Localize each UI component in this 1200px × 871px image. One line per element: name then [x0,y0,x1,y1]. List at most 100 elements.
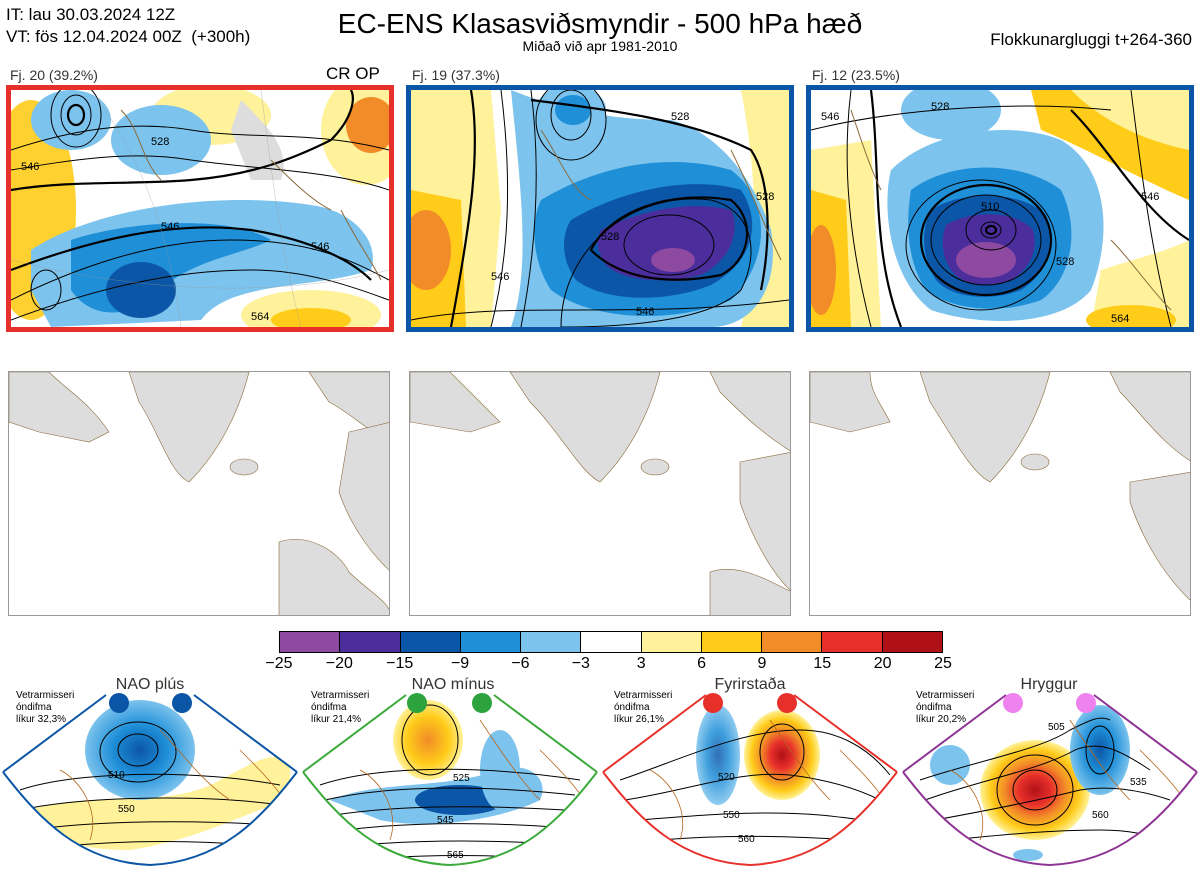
colorbar-tick-label: −20 [325,655,353,672]
regime-2-label: 525 [453,773,470,784]
regime-4-label: 535 [1130,777,1147,788]
contour-label: 510 [981,201,999,213]
regime-2-map: 525 545 565 [303,695,597,865]
regime-3-info: Vetrarmisseri óndifma líkur 26,1% [614,690,672,726]
cluster-3-title: Fj. 12 (23.5%) [812,67,900,83]
regime-2-info-line: óndifma [311,702,347,713]
colorbar-tick-label: 25 [934,655,952,672]
colorbar-tick-label: 6 [697,655,706,672]
regime-3-info-line: Vetrarmisseri [614,690,673,701]
cluster-3-field: 510 528 546 546 528 564 [811,90,1189,327]
contour-label: 528 [756,191,774,203]
contour-label: 546 [311,241,329,253]
cluster-2-map: 528 528 546 546 564 528 [406,85,794,332]
contour-label: 546 [21,161,39,173]
cluster-1-map: 546 528 546 546 564 [6,85,394,332]
colorbar-swatch [762,632,823,652]
cluster-2-title: Fj. 19 (37.3%) [412,67,500,83]
colorbar-swatch [521,632,582,652]
regime-3-info-line: líkur 26,1% [614,714,665,725]
regime-2-frame [302,694,598,867]
colorbar-swatch [701,632,763,652]
regime-3-frame [602,694,898,867]
regime-4-label: 560 [1092,810,1109,821]
contour-label: 564 [701,326,719,327]
regime-3-marker [703,693,723,713]
regime-2-info-line: líkur 21,4% [311,714,362,725]
blank-map-2-land [410,372,790,615]
contour-label: 528 [931,101,949,113]
regime-2-label: 545 [437,815,454,826]
regime-4-frame [902,694,1198,867]
issue-time: IT: lau 30.03.2024 12Z [6,5,176,24]
colorbar-tick-label: 3 [636,655,646,672]
regime-4-info-line: óndifma [916,702,952,713]
regime-3-info-line: óndifma [614,702,650,713]
regime-1-map: 510 550 [3,695,297,865]
blank-map-3-land [810,372,1190,601]
regime-4-map: 505 535 560 [903,695,1197,865]
colorbar-swatch [822,632,883,652]
regime-2-marker [472,693,492,713]
contour-label: 528 [671,111,689,123]
cluster-1-title: Fj. 20 (39.2%) [10,67,98,83]
colorbar-tick-label: −9 [450,655,470,672]
contour-label: 546 [1141,191,1159,203]
blank-map-3 [809,371,1191,616]
contour-label: 546 [821,111,839,123]
page-title: EC-ENS Klasasviðsmyndir - 500 hPa hæð [337,8,863,39]
regime-4-info-line: Vetrarmisseri [916,690,975,701]
contour-label: 528 [601,231,619,243]
contour-label: 546 [161,221,179,233]
colorbar-tick-label: −15 [386,655,414,672]
colorbar-swatch [581,632,642,652]
colorbar-swatch [460,632,522,652]
regime-1-label: 550 [118,804,135,815]
contour-label: 546 [491,271,509,283]
regime-1-label: 510 [108,770,125,781]
contour-label: 564 [251,311,269,323]
colorbar-tick-label: 9 [757,655,767,672]
colorbar-tick-label: −3 [571,655,590,672]
regime-1-frame [2,694,298,867]
regime-1-marker [172,693,192,713]
regime-1-info-line: Vetrarmisseri [16,690,75,701]
regime-4-info: Vetrarmisseri óndifma líkur 20,2% [916,690,974,726]
regime-3-label: 560 [738,834,755,845]
colorbar-swatch [340,632,401,652]
regime-1-marker [109,693,129,713]
regime-3-map: 520 550 560 [603,695,897,865]
regime-3-label: 550 [723,810,740,821]
blank-map-1 [8,371,390,616]
contour-label: 564 [1111,313,1129,325]
regime-4-marker [1003,693,1023,713]
contour-label: 546 [636,306,654,318]
colorbar-swatch [641,632,702,652]
regime-3-title: Fyrirstaða [714,676,786,693]
colorbar-swatch [280,632,341,652]
contour-label: 528 [151,136,169,148]
regime-maps: 510 550 525 545 565 [2,693,1198,867]
colorbar-tick-label: −25 [265,655,293,672]
colorbar-tick-label: −6 [511,655,530,672]
regime-2-label: 565 [447,850,464,861]
page-subtitle: Miðað við apr 1981-2010 [522,38,678,54]
colorbar-swatch [882,632,942,652]
contour-label: 528 [1056,256,1074,268]
cluster-1-field: 546 528 546 546 564 [11,90,389,327]
valid-time: VT: fös 12.04.2024 00Z (+300h) [6,27,251,46]
regime-2-title: NAO mínus [411,676,495,693]
regime-4-marker [1076,693,1096,713]
blank-map-1-land [9,372,389,615]
regime-3-marker [777,693,797,713]
blank-map-2 [409,371,791,616]
colorbar-swatch [400,632,461,652]
colorbar-tick-label: 15 [813,655,832,672]
regime-2-marker [407,693,427,713]
regime-1-title: NAO plús [115,676,185,693]
colorbar [279,631,943,653]
regime-1-info-line: líkur 32,3% [16,714,67,725]
regime-1-info-line: óndifma [16,702,52,713]
regime-3-label: 520 [718,772,735,783]
regime-2-info-line: Vetrarmisseri [311,690,370,701]
